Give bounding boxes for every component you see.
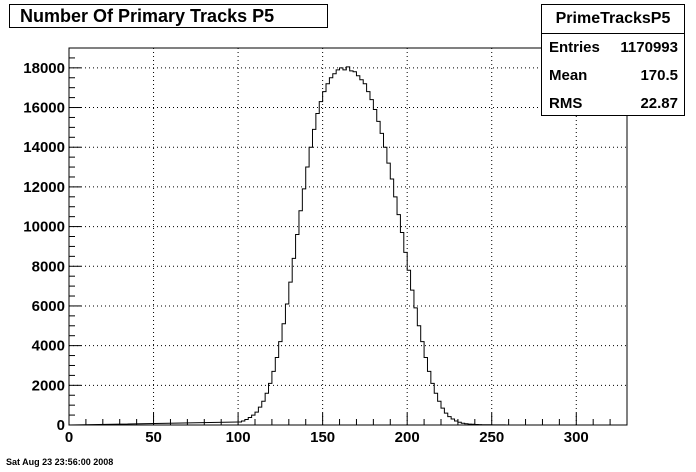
x-tick-label: 250 [479, 429, 504, 446]
x-tick-label: 100 [226, 429, 251, 446]
stats-box: PrimeTracksP5 Entries 1170993 Mean 170.5… [541, 4, 685, 116]
x-tick-label: 0 [65, 429, 73, 446]
y-tick-label: 16000 [23, 100, 65, 117]
histogram-line [68, 66, 627, 426]
y-tick-label: 12000 [23, 179, 65, 196]
y-tick-label: 0 [57, 417, 65, 434]
stats-mean-row: Mean 170.5 [542, 62, 684, 90]
axes: 0 50 100 150 200 250 300 0 2000 4000 6000 8000 10000… [23, 47, 628, 446]
grid-lines [69, 48, 627, 425]
x-tick-label: 200 [395, 429, 420, 446]
x-tick-label: 300 [564, 429, 589, 446]
date-stamp: Sat Aug 23 23:56:00 2008 [6, 457, 114, 467]
stats-rms-label: RMS [549, 95, 583, 112]
stats-entries-row: Entries 1170993 [542, 34, 684, 62]
x-tick-label: 150 [310, 429, 335, 446]
stats-mean-label: Mean [549, 67, 588, 84]
y-tick-label: 6000 [32, 298, 65, 315]
stats-rms-row: RMS 22.87 [542, 90, 684, 118]
y-tick-label: 8000 [32, 258, 65, 275]
stats-mean-value: 170.5 [640, 67, 678, 84]
chart-title: Number Of Primary Tracks P5 [9, 4, 328, 28]
histogram-series [68, 66, 627, 426]
x-tick-label: 50 [145, 429, 162, 446]
stats-rms-value: 22.87 [640, 95, 678, 112]
y-tick-label: 10000 [23, 219, 65, 236]
y-tick-label: 4000 [32, 338, 65, 355]
stats-entries-value: 1170993 [620, 39, 678, 56]
chart-title-text: Number Of Primary Tracks P5 [20, 6, 275, 26]
y-tick-label: 14000 [23, 139, 65, 156]
y-tick-label: 2000 [32, 377, 65, 394]
stats-name: PrimeTracksP5 [542, 5, 684, 34]
stats-entries-label: Entries [549, 39, 600, 56]
y-tick-label: 18000 [23, 60, 65, 77]
